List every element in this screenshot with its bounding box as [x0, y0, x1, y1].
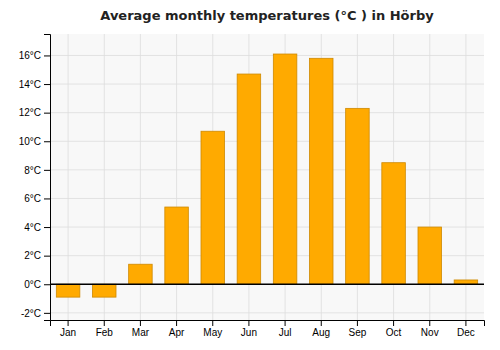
tick: Mar: [132, 320, 150, 338]
tick-mark: [44, 313, 50, 314]
tick-label: May: [203, 327, 222, 338]
x-axis: Jan Feb Mar Apr May Jun Jul Aug Sep Oct Nov Dec: [51, 320, 485, 338]
grid-line: [50, 284, 484, 285]
tick-mark: [285, 320, 286, 326]
tick-label: Jun: [241, 327, 257, 338]
tick-label: Aug: [312, 327, 330, 338]
tick: 0°C: [24, 279, 50, 290]
tick-label: 16°C: [19, 50, 41, 61]
tick-mark: [68, 320, 69, 326]
grid-line: [50, 112, 484, 113]
grid-line: [50, 141, 484, 142]
tick-mark: [44, 141, 50, 142]
bar: [165, 207, 189, 284]
tick-label: Nov: [421, 327, 439, 338]
tick-label: 8°C: [24, 165, 41, 176]
y-axis: -2°C 0°C 2°C 4°C 6°C 8°C 10°C 12°C 14°C 16°C: [19, 35, 51, 321]
tick: Nov: [421, 320, 439, 338]
bar: [237, 74, 261, 284]
tick-mark: [321, 320, 322, 326]
tick-mark: [44, 284, 50, 285]
tick-label: 10°C: [19, 136, 41, 147]
tick: 16°C: [19, 50, 50, 61]
bar: [56, 284, 80, 297]
grid-line: [50, 55, 484, 56]
baseline: [50, 284, 484, 286]
tick-label: Jan: [60, 327, 76, 338]
tick-label: Apr: [169, 327, 185, 338]
tick: Feb: [96, 320, 114, 338]
tick-mark: [44, 256, 50, 257]
bar: [201, 131, 225, 284]
tick: May: [203, 320, 222, 338]
tick: 4°C: [24, 222, 50, 233]
plot: -2°C 0°C 2°C 4°C 6°C 8°C 10°C 12°C 14°C 16°C Jan Fe…: [19, 34, 485, 338]
grid-line: [50, 198, 484, 199]
tick-label: Mar: [132, 327, 150, 338]
bar: [346, 108, 370, 284]
tick: Aug: [312, 320, 330, 338]
tick-label: 0°C: [24, 279, 41, 290]
bar: [418, 227, 442, 284]
tick-label: Oct: [386, 327, 402, 338]
grid-line: [50, 84, 484, 85]
grid-line: [50, 312, 484, 313]
tick-label: Jul: [279, 327, 292, 338]
tick-label: 2°C: [24, 250, 41, 261]
tick: 12°C: [19, 107, 50, 118]
plot-background: [50, 34, 484, 320]
bar: [382, 163, 406, 285]
bar: [273, 54, 297, 284]
tick: 10°C: [19, 136, 50, 147]
tick: Oct: [386, 320, 402, 338]
tick: Apr: [169, 320, 185, 338]
bar: [129, 264, 153, 284]
grid-line: [465, 34, 466, 320]
tick-mark: [44, 55, 50, 56]
tick: -2°C: [21, 308, 50, 319]
tick-label: -2°C: [21, 308, 41, 319]
tick-label: Dec: [457, 327, 475, 338]
chart: -2°C 0°C 2°C 4°C 6°C 8°C 10°C 12°C 14°C 16°C Jan Fe…: [0, 0, 500, 350]
tick-mark: [212, 320, 213, 326]
tick: Dec: [457, 320, 475, 338]
grid-line: [104, 34, 105, 320]
tick-mark: [248, 320, 249, 326]
tick: Sep: [349, 320, 367, 338]
tick-mark: [465, 320, 466, 326]
tick-mark: [44, 170, 50, 171]
axis-line: [51, 321, 485, 327]
tick-mark: [44, 227, 50, 228]
tick-mark: [357, 320, 358, 326]
tick: 2°C: [24, 250, 50, 261]
tick-mark: [140, 320, 141, 326]
tick-label: 14°C: [19, 79, 41, 90]
tick-mark: [393, 320, 394, 326]
tick-label: Sep: [349, 327, 367, 338]
tick-label: 12°C: [19, 107, 41, 118]
title: Average monthly temperatures (°C ) in Hö…: [100, 8, 434, 23]
tick-mark: [104, 320, 105, 326]
bar: [92, 284, 116, 297]
grid-line: [68, 34, 69, 320]
tick: Jul: [279, 320, 292, 338]
axis-line: [44, 35, 51, 321]
grid-line: [50, 169, 484, 170]
grid: [50, 34, 484, 320]
tick-mark: [176, 320, 177, 326]
tick-mark: [44, 113, 50, 114]
tick-label: 6°C: [24, 193, 41, 204]
bar: [309, 58, 333, 284]
tick-label: 4°C: [24, 222, 41, 233]
bars: [50, 54, 484, 297]
tick: Jun: [241, 320, 257, 338]
tick: 14°C: [19, 79, 50, 90]
tick-mark: [44, 84, 50, 85]
tick-mark: [44, 198, 50, 199]
tick: 6°C: [24, 193, 50, 204]
tick-label: Feb: [96, 327, 114, 338]
tick: Jan: [60, 320, 76, 338]
tick-mark: [429, 320, 430, 326]
tick: 8°C: [24, 165, 50, 176]
